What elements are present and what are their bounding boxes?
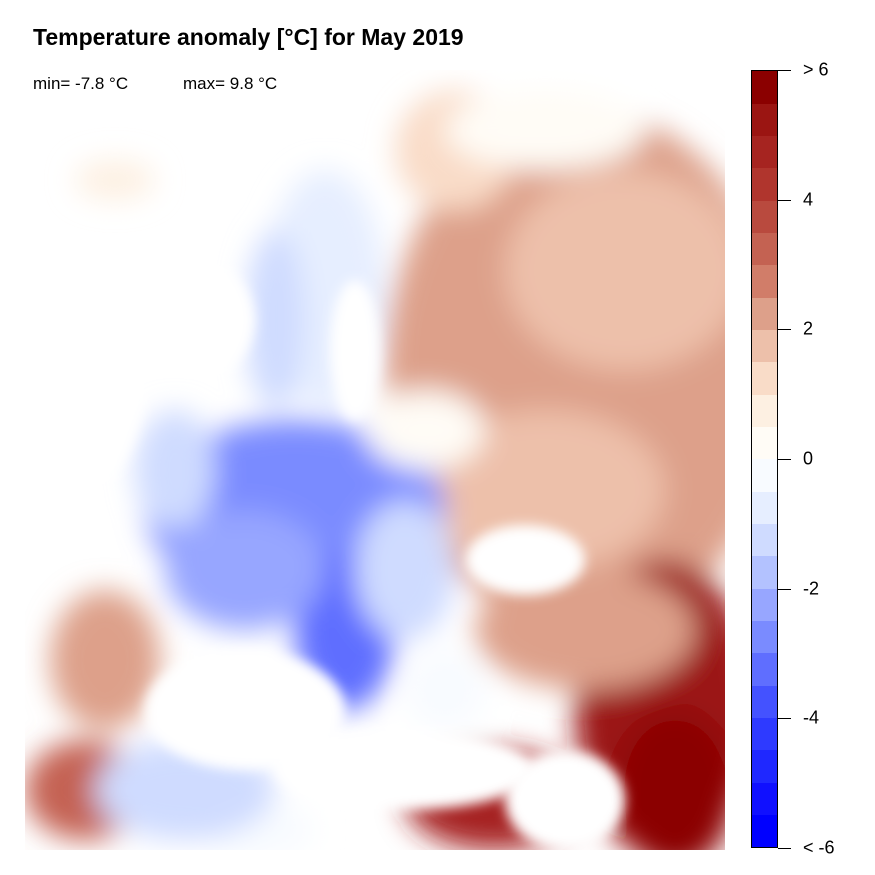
colorbar-bin xyxy=(752,750,777,783)
colorbar-bin xyxy=(752,588,777,622)
colorbar-bin xyxy=(752,168,777,201)
anomaly-region xyxy=(615,710,725,850)
anomaly-region xyxy=(355,500,455,640)
colorbar-bin xyxy=(752,782,777,816)
sea-area xyxy=(145,650,345,770)
anomaly-region xyxy=(50,590,160,730)
map-title: Temperature anomaly [°C] for May 2019 xyxy=(33,24,464,50)
colorbar-tick xyxy=(778,70,791,71)
colorbar-tick-label: 4 xyxy=(803,189,814,210)
colorbar-tick xyxy=(778,329,791,331)
anomaly-region xyxy=(75,160,155,200)
colorbar-bin xyxy=(752,653,777,686)
colorbar-tick xyxy=(778,588,791,590)
anomaly-region xyxy=(505,170,725,370)
sea-area xyxy=(25,250,145,490)
sea-area xyxy=(275,730,535,810)
anomaly-region xyxy=(245,230,305,410)
anomaly-region xyxy=(445,90,645,170)
max-value: max= 9.8 °C xyxy=(183,74,278,93)
colorbar-bin xyxy=(752,103,777,137)
colorbar-bin xyxy=(752,459,777,492)
colorbar-tick xyxy=(778,199,791,201)
colorbar-tick xyxy=(778,459,791,460)
colorbar-tick-label: < -6 xyxy=(803,837,835,858)
min-value: min= -7.8 °C xyxy=(33,74,129,93)
colorbar-bin xyxy=(752,717,777,751)
colorbar xyxy=(751,70,778,848)
anomaly-region xyxy=(405,650,485,730)
sea-area xyxy=(465,525,585,595)
colorbar-bin xyxy=(752,620,777,654)
colorbar-bin xyxy=(752,135,777,169)
anomaly-region xyxy=(425,410,665,570)
colorbar-bin xyxy=(752,685,777,719)
colorbar-bin xyxy=(752,329,777,363)
anomaly-region xyxy=(365,390,485,470)
colorbar-tick-label: -2 xyxy=(803,578,820,599)
anomaly-region xyxy=(135,410,215,530)
colorbar-tick-label: -4 xyxy=(803,707,820,728)
colorbar-bin xyxy=(752,426,777,460)
colorbar-bin xyxy=(752,265,777,298)
colorbar-bin xyxy=(752,814,777,848)
anomaly-map xyxy=(25,90,725,850)
colorbar-tick-label: 2 xyxy=(803,318,814,339)
anomaly-region xyxy=(165,510,325,630)
colorbar-bin xyxy=(752,200,777,234)
colorbar-bin xyxy=(752,71,777,104)
colorbar-bin xyxy=(752,232,777,266)
colorbar-bin xyxy=(752,523,777,557)
colorbar-bin xyxy=(752,362,777,395)
colorbar-bin xyxy=(752,297,777,331)
sea-area xyxy=(330,280,380,420)
colorbar-bin xyxy=(752,394,777,428)
colorbar-bin xyxy=(752,491,777,525)
colorbar-tick-label: > 6 xyxy=(803,59,829,80)
colorbar-tick xyxy=(778,718,791,720)
colorbar-bin xyxy=(752,556,777,589)
colorbar-tick-label: 0 xyxy=(803,448,814,469)
colorbar-tick xyxy=(778,848,791,849)
anomaly-region xyxy=(475,570,695,690)
sea-area xyxy=(135,260,255,380)
sea-layer xyxy=(25,250,625,850)
sea-area xyxy=(505,750,625,850)
